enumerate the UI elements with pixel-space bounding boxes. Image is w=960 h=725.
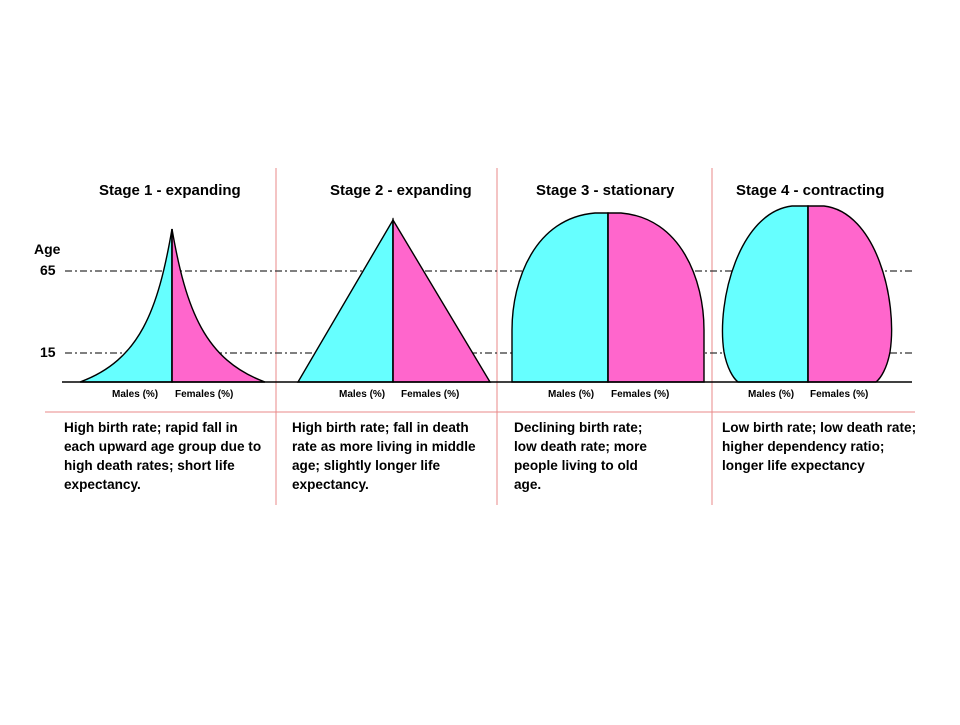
- stage4-males-label: Males (%): [748, 389, 795, 400]
- stage1-males-area: [79, 228, 173, 383]
- stage2-title: Stage 2 - expanding: [330, 182, 472, 199]
- stage3-females-area: [607, 212, 705, 383]
- stage1-title: Stage 1 - expanding: [99, 182, 241, 199]
- stage2-males-label: Males (%): [339, 389, 386, 400]
- stage2-females-label: Females (%): [401, 389, 460, 400]
- stage2-males-area: [296, 217, 394, 383]
- age-tick-65: 65: [40, 262, 56, 278]
- stage3-title: Stage 3 - stationary: [536, 182, 675, 199]
- stage4-females-area: [807, 205, 893, 383]
- age-tick-15: 15: [40, 344, 56, 360]
- stage3-males-area: [511, 212, 609, 383]
- stage1-description: High birth rate; rapid fall in each upwa…: [64, 420, 262, 492]
- stage1-females-area: [171, 228, 266, 383]
- stage2-females-area: [392, 217, 492, 383]
- stage4-females-label: Females (%): [810, 389, 869, 400]
- stage3-males-label: Males (%): [548, 389, 595, 400]
- stage4-description: Low birth rate; low death rate; higher d…: [722, 420, 917, 473]
- stage2-description: High birth rate; fall in death rate as m…: [292, 420, 476, 492]
- stage4-males-area: [721, 205, 809, 383]
- age-axis-title: Age: [34, 241, 61, 257]
- stage1-females-label: Females (%): [175, 389, 234, 400]
- stage3-description: Declining birth rate; low death rate; mo…: [514, 420, 647, 492]
- stage3-females-label: Females (%): [611, 389, 670, 400]
- stage4-title: Stage 4 - contracting: [736, 182, 885, 199]
- stage1-males-label: Males (%): [112, 389, 159, 400]
